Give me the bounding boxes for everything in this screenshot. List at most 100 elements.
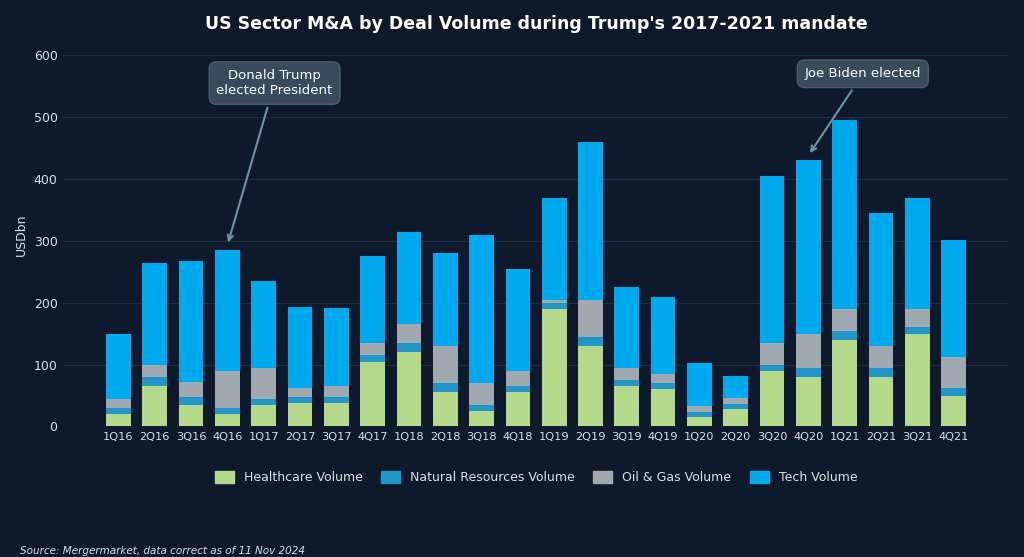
Title: US Sector M&A by Deal Volume during Trump's 2017-2021 mandate: US Sector M&A by Deal Volume during Trum…	[205, 15, 867, 33]
Bar	[142, 386, 167, 427]
Bar	[723, 398, 749, 404]
Bar	[433, 383, 458, 393]
Bar	[324, 309, 349, 385]
Bar	[433, 346, 458, 383]
Bar	[542, 300, 566, 303]
Bar	[542, 198, 566, 300]
Bar	[579, 142, 603, 300]
Bar	[905, 198, 930, 309]
Bar	[614, 287, 639, 368]
Bar	[760, 365, 784, 371]
Bar	[179, 397, 204, 405]
Bar	[723, 409, 749, 427]
Bar	[687, 363, 712, 406]
Bar	[142, 262, 167, 365]
Text: Joe Biden elected: Joe Biden elected	[805, 67, 922, 152]
Bar	[868, 213, 893, 346]
Y-axis label: USDbn: USDbn	[15, 213, 28, 256]
Bar	[106, 408, 131, 414]
Bar	[833, 309, 857, 331]
Bar	[215, 250, 240, 371]
Bar	[614, 368, 639, 380]
Bar	[396, 352, 421, 427]
Bar	[651, 389, 676, 427]
Bar	[396, 324, 421, 343]
Bar	[941, 388, 966, 395]
Bar	[142, 377, 167, 386]
Bar	[251, 281, 276, 368]
Bar	[469, 234, 494, 383]
Bar	[469, 405, 494, 411]
Bar	[324, 385, 349, 397]
Bar	[868, 377, 893, 427]
Bar	[651, 383, 676, 389]
Bar	[687, 417, 712, 427]
Bar	[179, 405, 204, 427]
Bar	[868, 346, 893, 368]
Bar	[179, 382, 204, 397]
Bar	[868, 368, 893, 377]
Bar	[723, 377, 749, 398]
Bar	[106, 414, 131, 427]
Bar	[433, 393, 458, 427]
Bar	[360, 343, 385, 355]
Bar	[796, 368, 821, 377]
Bar	[941, 240, 966, 357]
Bar	[614, 386, 639, 427]
Text: Source: Mergermarket, data correct as of 11 Nov 2024: Source: Mergermarket, data correct as of…	[20, 546, 305, 556]
Bar	[760, 343, 784, 365]
Bar	[579, 300, 603, 337]
Bar	[506, 268, 530, 371]
Bar	[579, 346, 603, 427]
Bar	[905, 309, 930, 328]
Bar	[288, 388, 312, 397]
Bar	[687, 412, 712, 417]
Bar	[469, 383, 494, 405]
Bar	[651, 374, 676, 383]
Bar	[579, 337, 603, 346]
Bar	[833, 331, 857, 340]
Bar	[796, 377, 821, 427]
Bar	[360, 361, 385, 427]
Bar	[360, 256, 385, 343]
Bar	[506, 393, 530, 427]
Bar	[833, 340, 857, 427]
Bar	[796, 160, 821, 334]
Bar	[687, 406, 712, 412]
Text: Donald Trump
elected President: Donald Trump elected President	[216, 69, 333, 240]
Bar	[796, 334, 821, 368]
Bar	[833, 120, 857, 309]
Bar	[288, 397, 312, 403]
Legend: Healthcare Volume, Natural Resources Volume, Oil & Gas Volume, Tech Volume: Healthcare Volume, Natural Resources Vol…	[210, 466, 862, 489]
Bar	[396, 343, 421, 352]
Bar	[215, 414, 240, 427]
Bar	[723, 404, 749, 409]
Bar	[433, 253, 458, 346]
Bar	[905, 334, 930, 427]
Bar	[251, 405, 276, 427]
Bar	[179, 261, 204, 382]
Bar	[360, 355, 385, 361]
Bar	[106, 399, 131, 408]
Bar	[324, 403, 349, 427]
Bar	[905, 328, 930, 334]
Bar	[614, 380, 639, 386]
Bar	[215, 408, 240, 414]
Bar	[941, 395, 966, 427]
Bar	[941, 357, 966, 388]
Bar	[542, 303, 566, 309]
Bar	[506, 386, 530, 393]
Bar	[288, 403, 312, 427]
Bar	[760, 371, 784, 427]
Bar	[142, 365, 167, 377]
Bar	[251, 399, 276, 405]
Bar	[469, 411, 494, 427]
Bar	[506, 371, 530, 386]
Bar	[542, 309, 566, 427]
Bar	[288, 307, 312, 388]
Bar	[215, 371, 240, 408]
Bar	[251, 368, 276, 399]
Bar	[396, 232, 421, 324]
Bar	[324, 397, 349, 403]
Bar	[760, 176, 784, 343]
